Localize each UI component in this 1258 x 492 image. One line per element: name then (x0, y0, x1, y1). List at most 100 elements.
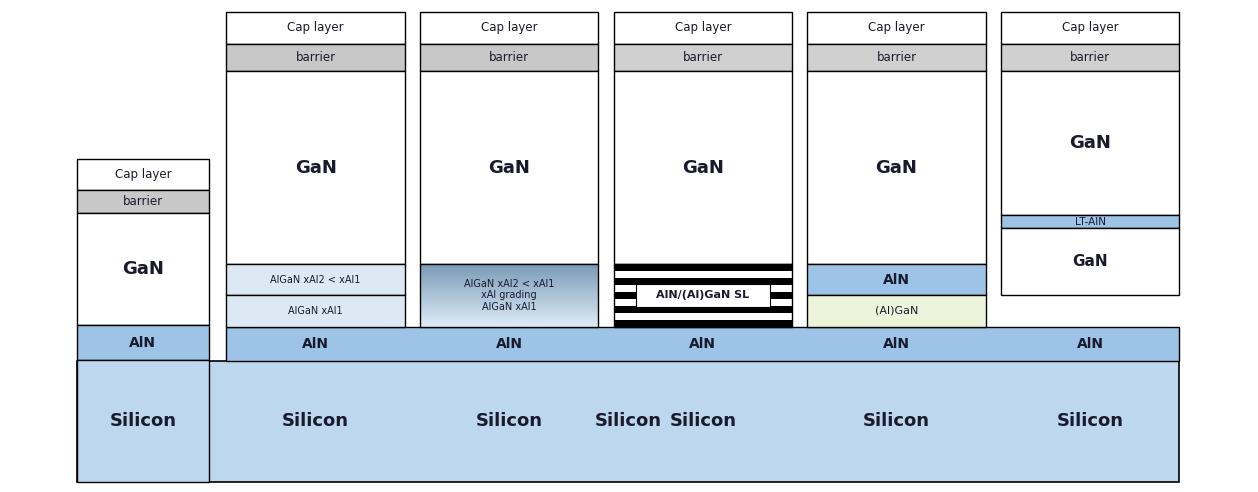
Bar (420, 297, 599, 298)
Bar (420, 311, 599, 312)
Bar (77, 214, 209, 326)
Bar (420, 276, 599, 277)
Bar (420, 292, 599, 293)
Bar (420, 299, 599, 300)
Bar (1001, 228, 1180, 295)
Bar (614, 299, 793, 306)
Bar (808, 264, 986, 295)
Bar (420, 326, 599, 327)
Bar (614, 264, 793, 327)
Bar (420, 320, 599, 321)
Bar (420, 273, 599, 274)
Bar (226, 12, 405, 44)
Text: AlN: AlN (1077, 337, 1103, 351)
Text: barrier: barrier (296, 51, 336, 64)
Bar (420, 12, 599, 44)
Text: AlN: AlN (689, 337, 716, 351)
Bar (614, 271, 793, 278)
Bar (420, 265, 599, 267)
Bar (420, 304, 599, 305)
Bar (420, 269, 599, 270)
Bar (420, 305, 599, 306)
Text: Silicon: Silicon (595, 412, 662, 430)
Bar (420, 279, 599, 280)
Bar (420, 271, 599, 272)
Bar (420, 315, 599, 316)
Text: barrier: barrier (683, 51, 723, 64)
Bar (420, 316, 599, 317)
Text: GaN: GaN (1072, 254, 1108, 269)
Bar (77, 361, 1180, 483)
Bar (808, 44, 986, 71)
Bar (420, 314, 599, 315)
Text: AlN: AlN (130, 336, 156, 350)
Text: Silicon: Silicon (282, 412, 348, 430)
Bar (1001, 44, 1180, 71)
Bar (420, 300, 599, 301)
Text: GaN: GaN (876, 158, 917, 177)
Bar (420, 309, 599, 310)
Bar (420, 278, 599, 279)
Bar (637, 283, 770, 307)
Bar (1001, 12, 1180, 44)
Bar (420, 286, 599, 287)
Bar (420, 295, 599, 297)
Bar (614, 12, 793, 44)
Bar (226, 71, 405, 264)
Bar (614, 292, 793, 299)
Bar (226, 264, 405, 295)
Bar (1001, 215, 1180, 228)
Text: GaN: GaN (488, 158, 530, 177)
Bar (226, 44, 405, 71)
Bar (420, 310, 599, 311)
Bar (420, 281, 599, 282)
Text: GaN: GaN (682, 158, 723, 177)
Bar (420, 301, 599, 302)
Bar (420, 264, 599, 265)
Bar (614, 306, 793, 313)
Bar (420, 274, 599, 275)
Bar (614, 320, 793, 327)
Text: Silicon: Silicon (476, 412, 542, 430)
Bar (420, 280, 599, 281)
Bar (420, 291, 599, 292)
Bar (614, 285, 793, 292)
Text: AlN/(Al)GaN SL: AlN/(Al)GaN SL (657, 290, 750, 301)
Text: barrier: barrier (489, 51, 530, 64)
Text: AlN: AlN (883, 337, 910, 351)
Bar (420, 275, 599, 276)
Bar (420, 303, 599, 304)
Text: Silicon: Silicon (109, 412, 176, 430)
Text: AlN: AlN (883, 273, 910, 287)
Bar (420, 282, 599, 283)
Bar (77, 326, 209, 360)
Bar (420, 283, 599, 284)
Bar (420, 290, 599, 291)
Text: Cap layer: Cap layer (287, 21, 343, 34)
Bar (420, 264, 599, 327)
Bar (420, 317, 599, 318)
Text: Silicon: Silicon (669, 412, 736, 430)
Bar (420, 288, 599, 289)
Text: Cap layer: Cap layer (114, 168, 171, 181)
Bar (614, 278, 793, 285)
Bar (420, 318, 599, 319)
Text: AlGaN xAl2 < xAl1: AlGaN xAl2 < xAl1 (270, 275, 361, 285)
Bar (420, 289, 599, 290)
Bar (420, 267, 599, 268)
Bar (420, 298, 599, 299)
Bar (420, 293, 599, 294)
Bar (420, 321, 599, 322)
Bar (420, 313, 599, 314)
Text: Cap layer: Cap layer (1062, 21, 1118, 34)
Bar (420, 272, 599, 273)
Bar (420, 312, 599, 313)
Text: Silicon: Silicon (863, 412, 930, 430)
Text: GaN: GaN (294, 158, 337, 177)
Bar (77, 159, 209, 190)
Bar (420, 44, 599, 71)
Bar (420, 268, 599, 269)
Bar (77, 360, 209, 483)
Bar (614, 44, 793, 71)
Bar (420, 71, 599, 264)
